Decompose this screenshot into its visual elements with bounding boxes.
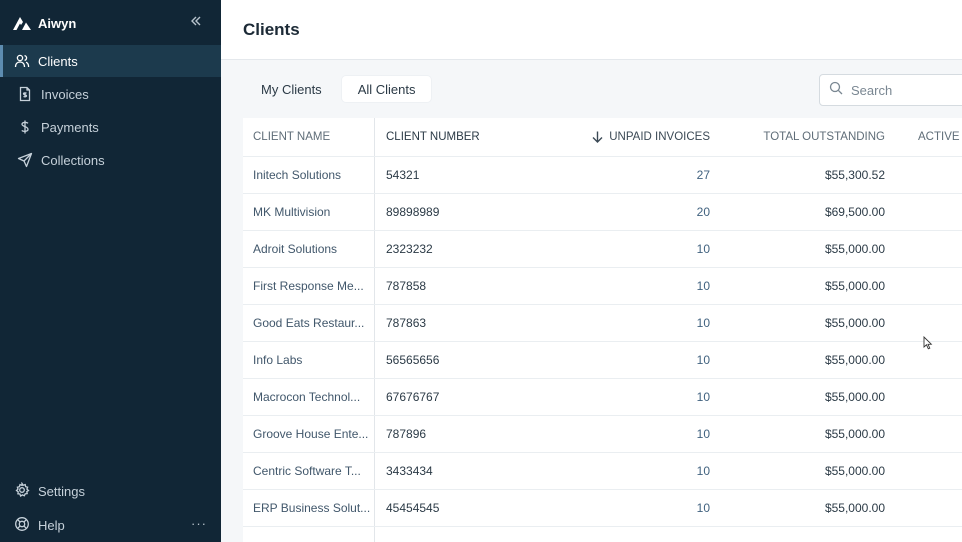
client-tabs: My Clients All Clients [245,76,432,104]
sidebar-item-clients[interactable]: Clients [0,45,221,77]
total-outstanding: $55,300.52 [824,168,885,182]
client-number: 787863 [386,316,427,330]
aiwyn-logo-icon [12,15,32,31]
sidebar-item-label: Payments [41,119,99,135]
client-name-link[interactable]: Centric Software T... [253,464,361,478]
client-number: 54321 [386,168,420,182]
unpaid-invoices-count[interactable]: 10 [696,279,710,293]
brand[interactable]: Aiwyn [12,12,76,34]
tab-all-clients[interactable]: All Clients [341,76,432,102]
send-icon [17,152,33,168]
brand-name: Aiwyn [38,15,77,31]
unpaid-invoices-count[interactable]: 10 [696,353,710,367]
search-box[interactable] [819,74,962,106]
client-number: 787858 [386,279,427,293]
sidebar-item-label: Clients [38,53,78,69]
client-name-link[interactable]: MK Multivision [253,205,331,219]
table-row[interactable]: Info Labs 56565656 10 $55,000.00 [243,342,962,379]
client-number: 45454545 [386,501,440,515]
sidebar-item-settings[interactable]: Settings [0,474,221,508]
unpaid-invoices-count[interactable]: 10 [696,501,710,515]
table-row[interactable]: First Response Me... 787858 10 $55,000.0… [243,268,962,305]
table-row[interactable]: Centric Software T... 3433434 10 $55,000… [243,453,962,490]
sidebar-footer: Settings Help ··· [0,474,221,542]
client-number: 89898989 [386,205,440,219]
invoice-icon [17,86,33,102]
client-number: 787896 [386,427,427,441]
search-input[interactable] [851,82,951,98]
table-row[interactable]: Initech Solutions 54321 27 $55,300.52 [243,157,962,194]
column-header-client-name[interactable]: CLIENT NAME [253,131,331,143]
column-header-total-outstanding[interactable]: TOTAL OUTSTANDING [763,131,885,143]
table-header-row: CLIENT NAME CLIENT NUMBER UNPAID INVOICE… [243,118,962,157]
table-row[interactable]: MK Multivision 89898989 20 $69,500.00 [243,194,962,231]
clients-panel: My Clients All Clients CLIENT NAME CLIEN… [221,60,962,542]
client-name-link[interactable]: Info Labs [253,353,303,367]
table-row[interactable]: Good Eats Restaur... 787863 10 $55,000.0… [243,305,962,342]
total-outstanding: $55,000.00 [824,427,885,441]
total-outstanding: $55,000.00 [824,464,885,478]
mouse-cursor-icon [923,335,933,355]
double-chevron-left-icon [190,13,202,31]
sidebar-nav: Clients Invoices Payments [0,45,221,177]
table-row[interactable]: Macrocon Technol... 67676767 10 $55,000.… [243,379,962,416]
sidebar-item-label: Help [38,517,65,533]
gear-icon [14,481,30,501]
total-outstanding: $55,000.00 [824,501,885,515]
client-name-link[interactable]: Macrocon Technol... [253,390,361,404]
main-content: Clients My Clients All Clients CLIENT NA… [221,0,962,542]
sidebar-item-payments[interactable]: Payments [0,111,221,143]
sidebar: Aiwyn Clients [0,0,221,542]
client-name-link[interactable]: ERP Business Solut... [253,501,371,515]
sidebar-item-label: Invoices [41,86,89,102]
column-header-label: UNPAID INVOICES [609,131,710,143]
table-row[interactable]: ERP Business Solut... 45454545 10 $55,00… [243,490,962,527]
clients-table: CLIENT NAME CLIENT NUMBER UNPAID INVOICE… [243,118,962,542]
total-outstanding: $55,000.00 [824,242,885,256]
column-header-active[interactable]: ACTIVE [918,131,960,143]
total-outstanding: $55,000.00 [824,353,885,367]
unpaid-invoices-count[interactable]: 27 [696,168,710,182]
client-name-link[interactable]: Groove House Ente... [253,427,369,441]
column-divider [374,118,375,542]
column-header-client-number[interactable]: CLIENT NUMBER [386,131,480,143]
client-name-link[interactable]: First Response Me... [253,279,364,293]
more-options-button[interactable]: ··· [191,516,207,531]
client-number: 67676767 [386,390,440,404]
sidebar-item-invoices[interactable]: Invoices [0,78,221,110]
total-outstanding: $69,500.00 [824,205,885,219]
client-name-link[interactable]: Adroit Solutions [253,242,338,256]
unpaid-invoices-count[interactable]: 10 [696,390,710,404]
client-name-link[interactable]: Initech Solutions [253,168,342,182]
page-header: Clients [221,0,962,60]
column-header-unpaid-invoices[interactable]: UNPAID INVOICES [543,118,710,156]
sidebar-item-label: Collections [41,152,105,168]
client-number: 56565656 [386,353,440,367]
sidebar-item-help[interactable]: Help ··· [0,508,221,542]
collapse-sidebar-button[interactable] [188,14,204,30]
table-row[interactable]: Adroit Solutions 2323232 10 $55,000.00 [243,231,962,268]
sidebar-item-collections[interactable]: Collections [0,144,221,176]
unpaid-invoices-count[interactable]: 10 [696,427,710,441]
client-number: 2323232 [386,242,433,256]
total-outstanding: $55,000.00 [824,316,885,330]
total-outstanding: $55,000.00 [824,279,885,293]
lifebuoy-icon [14,516,30,535]
unpaid-invoices-count[interactable]: 20 [696,205,710,219]
dollar-icon [17,119,33,135]
unpaid-invoices-count[interactable]: 10 [696,242,710,256]
sidebar-item-label: Settings [38,483,85,499]
total-outstanding: $55,000.00 [824,390,885,404]
tab-my-clients[interactable]: My Clients [261,81,322,97]
client-name-link[interactable]: Good Eats Restaur... [253,316,365,330]
unpaid-invoices-count[interactable]: 10 [696,464,710,478]
table-row[interactable]: Groove House Ente... 787896 10 $55,000.0… [243,416,962,453]
page-title: Clients [243,20,300,39]
search-icon [829,81,843,100]
arrow-down-icon [592,131,603,143]
client-number: 3433434 [386,464,433,478]
users-icon [14,53,30,69]
unpaid-invoices-count[interactable]: 10 [696,316,710,330]
